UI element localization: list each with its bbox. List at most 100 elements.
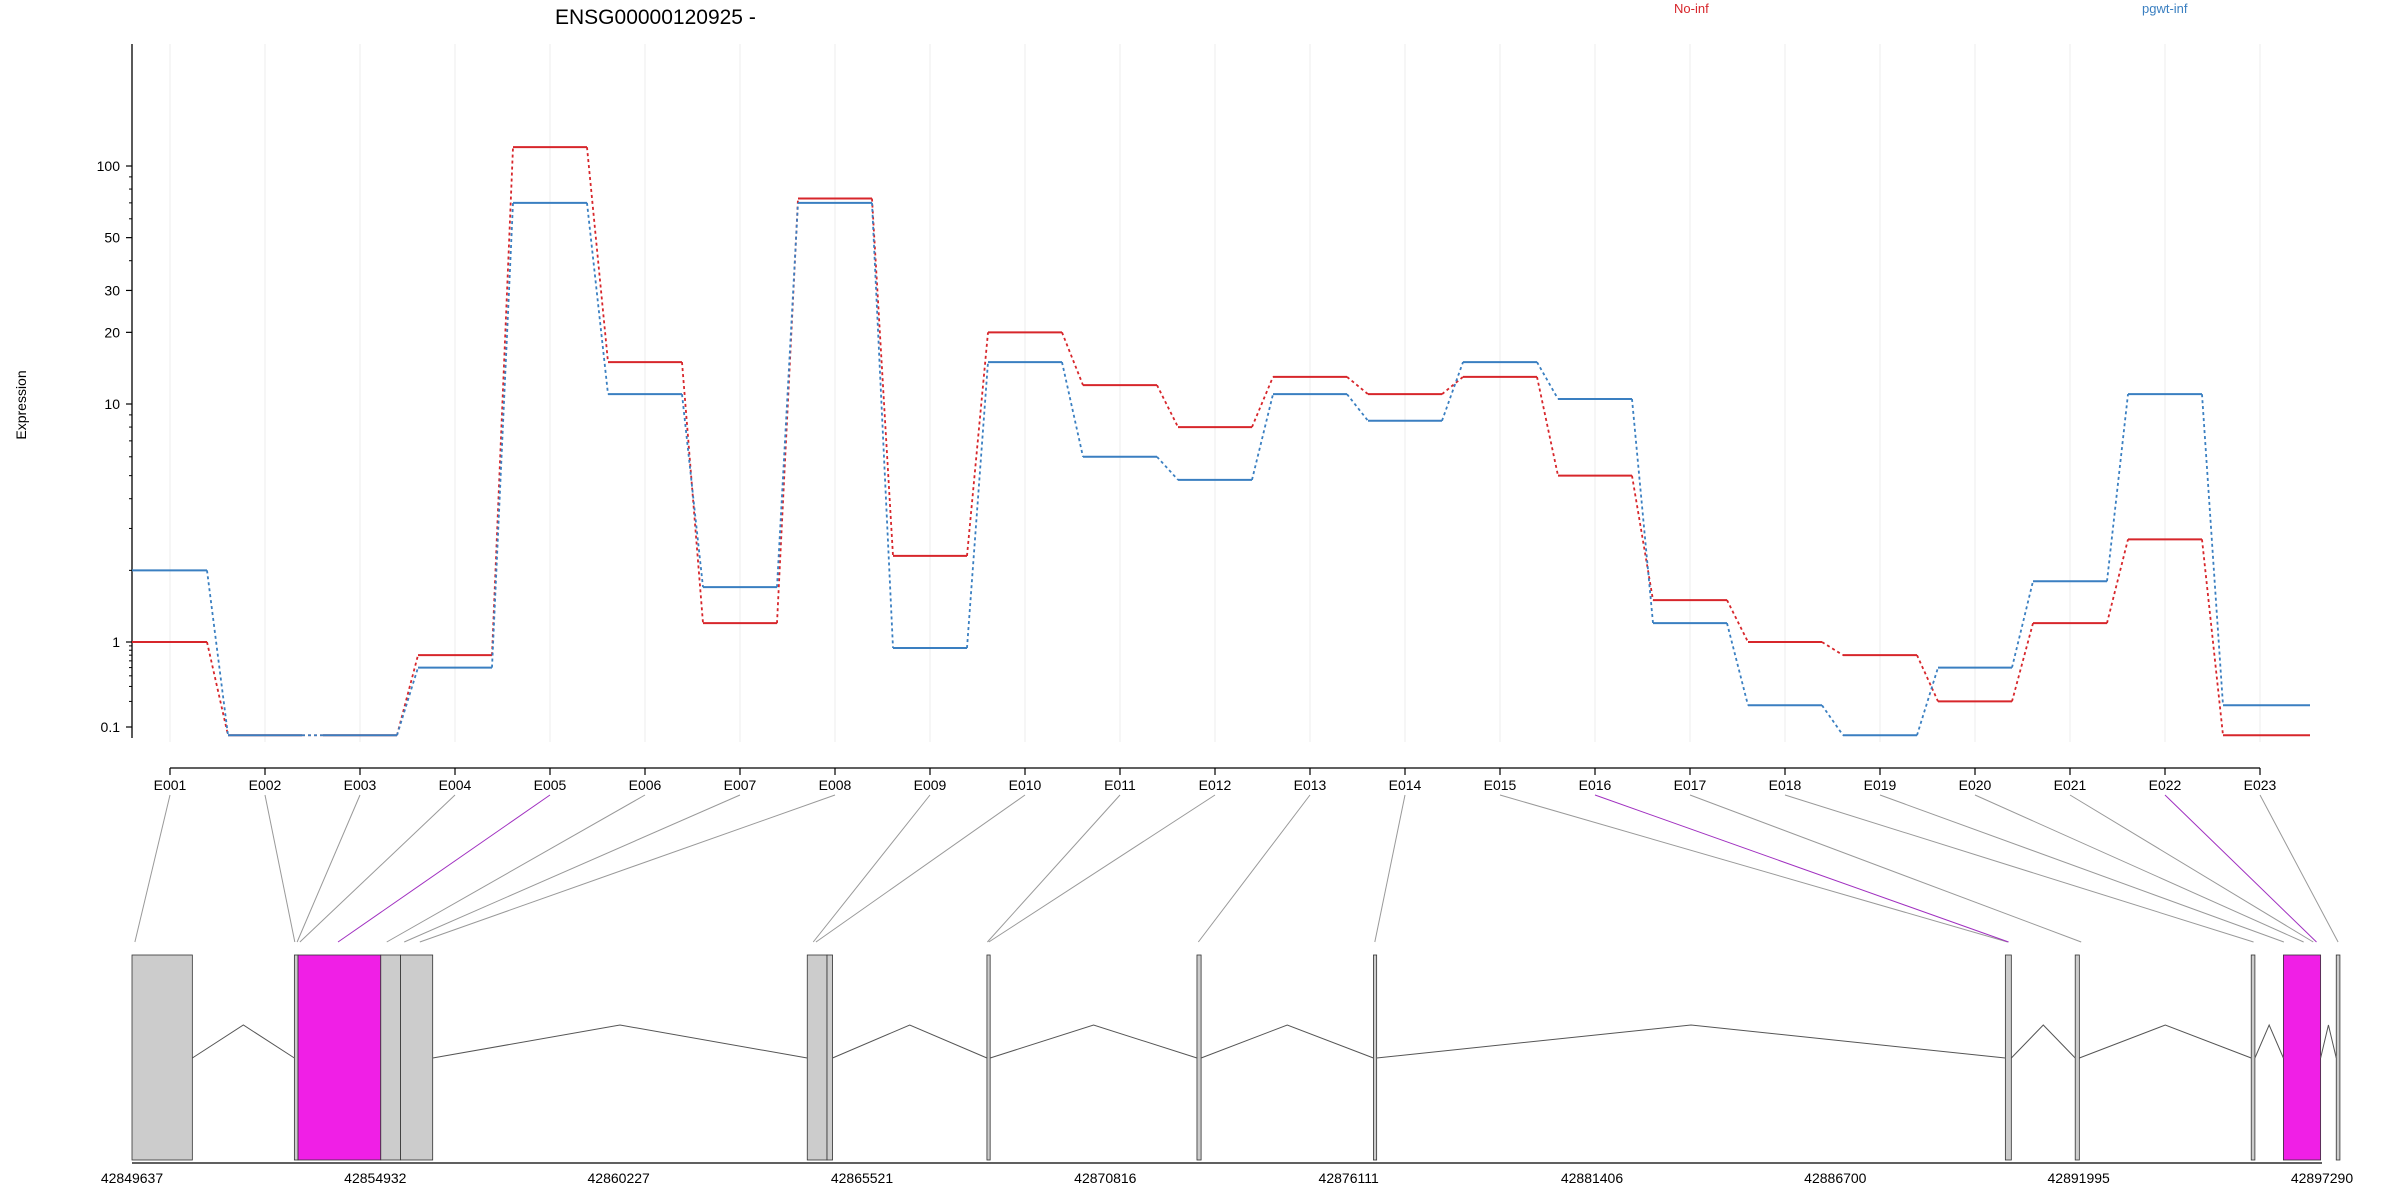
x-tick-label-e015: E015 (1484, 777, 1517, 793)
genomic-tick-label: 42865521 (831, 1170, 894, 1186)
exon-block (986, 954, 991, 1161)
connector-e018 (1784, 794, 2254, 943)
exon-connectors (134, 794, 2339, 943)
x-tick-label-e021: E021 (2054, 777, 2087, 793)
connector-e017 (1689, 794, 2082, 943)
transition-e012 (1251, 376, 1274, 428)
intron-line (2010, 1024, 2076, 1059)
connector-e020 (1974, 794, 2304, 943)
transition-e001 (206, 570, 229, 736)
x-tick-label-e003: E003 (344, 777, 377, 793)
genomic-tick-label: 42854932 (344, 1170, 407, 1186)
exon-block (293, 954, 299, 1161)
y-tick-label: 100 (97, 158, 121, 174)
data-series (132, 146, 2310, 737)
transition-e015 (1536, 376, 1559, 476)
connector-e008 (419, 794, 836, 943)
intron-line (2320, 1024, 2337, 1059)
transition-e017 (1726, 622, 1749, 706)
x-tick-label-e012: E012 (1199, 777, 1232, 793)
exon-block (1373, 954, 1378, 1161)
x-tick-label-e001: E001 (154, 777, 187, 793)
transition-e001 (206, 641, 229, 736)
y-tick-label: 50 (104, 230, 120, 246)
transition-e019 (1916, 654, 1939, 702)
transition-e018 (1821, 704, 1844, 736)
intron-line (1376, 1024, 2006, 1059)
connector-e002 (264, 794, 296, 943)
connector-e001 (134, 794, 171, 943)
x-tick-label-e016: E016 (1579, 777, 1612, 793)
genomic-tick-label: 42849637 (101, 1170, 164, 1186)
genomic-axis: 42849637 42854932 42860227 42865521 42870816… (101, 1162, 2354, 1186)
transition-e011 (1156, 456, 1179, 481)
transition-e004 (491, 202, 514, 668)
connector-e012 (988, 794, 1216, 943)
transition-e013 (1346, 376, 1369, 395)
connector-e007 (404, 794, 741, 943)
connector-e023 (2259, 794, 2339, 943)
transition-e015 (1536, 361, 1559, 400)
transition-e005 (586, 147, 609, 363)
transition-e004 (491, 147, 514, 656)
transition-e005 (586, 202, 609, 395)
exon-block (2250, 954, 2256, 1161)
connector-e016 (1594, 794, 2009, 943)
transition-e018 (1821, 641, 1844, 656)
transition-e021 (2106, 394, 2129, 582)
intron-line (192, 1024, 295, 1059)
genomic-tick-label: 42881406 (1561, 1170, 1624, 1186)
transition-e017 (1726, 599, 1749, 643)
exon-block (2004, 954, 2012, 1161)
x-tick-label-e011: E011 (1104, 777, 1136, 793)
genomic-tick-label: 42897290 (2291, 1170, 2354, 1186)
x-tick-label-e018: E018 (1769, 777, 1802, 793)
transition-e022 (2201, 539, 2224, 736)
intron-line (2254, 1023, 2284, 1059)
transition-e003 (396, 667, 419, 736)
gridlines (169, 44, 2261, 742)
y-tick-label: 30 (104, 282, 120, 298)
transition-e016 (1631, 475, 1654, 601)
intron-line (432, 1024, 808, 1059)
genomic-tick-label: 42891995 (2048, 1170, 2111, 1186)
x-tick-label-e005: E005 (534, 777, 567, 793)
transition-e011 (1156, 384, 1179, 428)
x-tick-label-e010: E010 (1009, 777, 1042, 793)
exon-block (1196, 954, 1202, 1161)
connector-e014 (1374, 794, 1406, 943)
transition-e010 (1061, 332, 1084, 386)
exon-block (2282, 954, 2322, 1161)
connector-e004 (299, 794, 456, 943)
exon-block (806, 954, 828, 1161)
exon-block (2335, 954, 2341, 1161)
transition-e012 (1251, 393, 1274, 481)
connector-e021 (2069, 794, 2314, 943)
connector-e010 (815, 794, 1026, 943)
chart-title: ENSG00000120925 - (555, 6, 756, 29)
intron-line (1200, 1024, 1374, 1059)
transition-e009 (966, 332, 989, 556)
exon-block (826, 954, 833, 1161)
x-tick-label-e008: E008 (819, 777, 852, 793)
x-tick-label-e006: E006 (629, 777, 662, 793)
intron-line (2079, 1024, 2252, 1059)
transition-e014 (1441, 376, 1464, 395)
transition-e020 (2011, 581, 2034, 668)
x-tick-label-e017: E017 (1674, 777, 1707, 793)
legend-pgwt-inf: pgwt-inf (2142, 1, 2188, 16)
x-tick-label-e004: E004 (439, 777, 472, 793)
series-pgwt-inf (132, 201, 2310, 737)
y-axis: 0.1 1 10 20 30 50 100 (97, 44, 133, 738)
connector-e005 (337, 794, 551, 943)
genomic-tick-label: 42860227 (588, 1170, 651, 1186)
transition-e014 (1441, 361, 1464, 422)
connector-e019 (1879, 794, 2285, 943)
transition-e010 (1061, 361, 1084, 457)
x-tick-label-e019: E019 (1864, 777, 1897, 793)
connector-e009 (812, 794, 931, 943)
transition-e008 (871, 202, 894, 649)
y-axis-label: Expression (13, 370, 29, 439)
y-tick-label: 20 (104, 324, 120, 340)
exon-block (400, 954, 434, 1161)
